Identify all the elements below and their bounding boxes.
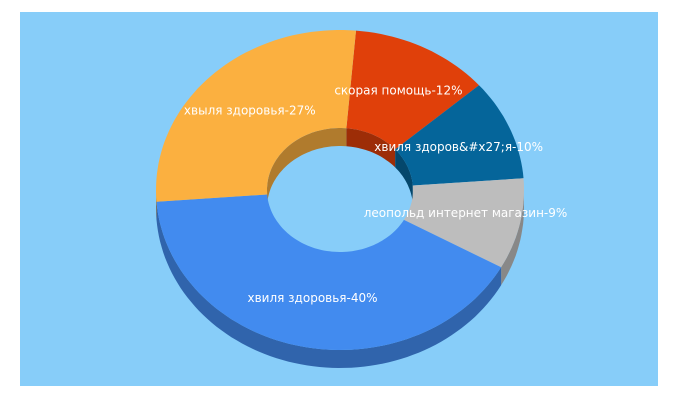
- data-label: скорая помощь-12%: [334, 84, 462, 98]
- data-label: хвиля здоров&#x27;я-10%: [374, 140, 543, 154]
- data-label: хвыля здоровья-27%: [184, 103, 316, 117]
- data-label: хвиля здоровья-40%: [248, 291, 378, 305]
- data-label: леопольд интернет магазин-9%: [364, 206, 568, 220]
